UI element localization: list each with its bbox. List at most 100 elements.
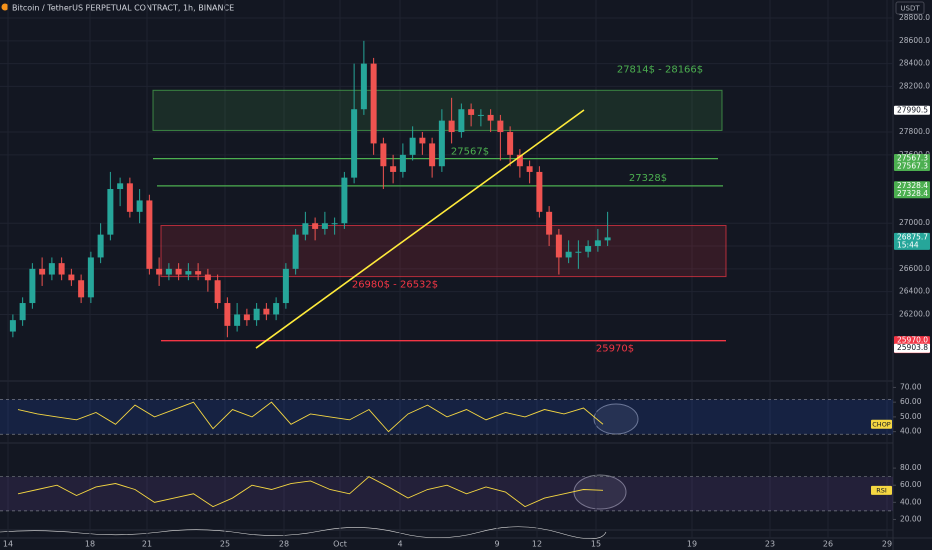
candle-body	[526, 166, 533, 172]
candle-body	[390, 166, 397, 172]
y-tick-label: 60.00	[900, 480, 922, 489]
indicator-line	[17, 476, 604, 508]
price-tag-label: 25970.0	[897, 336, 928, 345]
highlight-ellipse	[593, 403, 639, 435]
candle-body	[555, 234, 562, 258]
y-tick-label: 20.00	[900, 514, 922, 523]
y-tick-label: 28400.0	[899, 59, 930, 68]
indicator-tag	[871, 419, 892, 429]
candle-body	[263, 308, 270, 315]
x-tick-label: 12	[532, 540, 542, 549]
price-tag	[894, 336, 930, 346]
candle-body	[409, 137, 416, 155]
candle-body	[146, 200, 153, 269]
price-tag	[894, 343, 930, 353]
bottom-indicator	[0, 526, 607, 540]
candle-body	[477, 114, 484, 116]
candle-body	[195, 271, 202, 275]
candle-body	[458, 109, 465, 133]
candle-body	[507, 132, 514, 155]
indicator-line	[17, 401, 604, 433]
price-tag	[894, 181, 930, 191]
candle-body	[185, 271, 192, 275]
candle-body	[273, 303, 280, 315]
y-tick-label: 50.00	[900, 412, 922, 421]
candle-body	[419, 137, 426, 144]
y-tick-label: 27800.0	[899, 127, 930, 136]
x-tick-label: 9	[494, 540, 499, 549]
candle-body	[594, 240, 601, 247]
candle-body	[321, 223, 328, 229]
price-tag-label: 27567.3	[897, 162, 928, 171]
candle-body	[107, 189, 114, 235]
candle-body	[253, 308, 260, 321]
indicator-band	[0, 476, 893, 511]
level-label: 27328$	[629, 173, 667, 184]
y-tick-label: 80.00	[900, 463, 922, 472]
candle-body	[429, 143, 436, 167]
candle-body	[117, 183, 124, 190]
x-tick-label: 29	[882, 540, 892, 549]
candle-body	[126, 183, 133, 212]
candle-body	[565, 251, 572, 258]
y-tick-label: 60.00	[900, 397, 922, 406]
y-tick-label: 28800.0	[899, 13, 930, 22]
candle-body	[292, 234, 299, 269]
x-tick-label: 21	[142, 540, 152, 549]
x-tick-label: 15	[591, 540, 601, 549]
y-tick-label: 40.00	[900, 497, 922, 506]
zone-label: 27814$ - 28166$	[617, 64, 703, 75]
candle-body	[68, 274, 75, 281]
y-tick-label: 40.00	[900, 427, 922, 436]
trendline	[255, 109, 585, 349]
candle-body	[370, 63, 377, 144]
coin-icon	[1, 3, 9, 11]
candle-body	[243, 314, 250, 321]
y-tick-label: 28600.0	[899, 36, 930, 45]
price-tag-label: 27328.4	[897, 181, 928, 190]
price-tag-label: 27328.4	[897, 189, 928, 198]
candle-body	[497, 120, 504, 133]
level-label: 27567$	[451, 147, 489, 158]
candle-body	[87, 257, 94, 298]
candle-body	[575, 251, 582, 253]
indicator-tag	[871, 485, 892, 495]
candle-body	[536, 171, 543, 212]
candle-body	[282, 268, 289, 304]
price-tag	[894, 232, 930, 250]
candle-body	[136, 200, 143, 212]
x-tick-label: 4	[397, 540, 402, 549]
indicator-name: CHOP	[872, 420, 891, 428]
price-tag-label: 27567.3	[897, 154, 928, 163]
x-tick-label: Oct	[333, 540, 347, 549]
candle-body	[302, 223, 309, 235]
price-tag	[894, 189, 930, 199]
candle-body	[546, 211, 553, 235]
y-tick-label: 27000.0	[899, 218, 930, 227]
y-tick-label: 70.00	[900, 382, 922, 391]
y-tick-label: 26200.0	[899, 309, 930, 318]
candle-body	[29, 268, 36, 304]
candle-body	[39, 268, 46, 275]
candle-body	[399, 154, 406, 172]
y-tick-label: 28200.0	[899, 81, 930, 90]
candle-body	[585, 246, 592, 252]
candle-body	[351, 109, 358, 178]
candle-body	[97, 234, 104, 258]
candle-body	[48, 263, 55, 275]
level-label: 25970$	[596, 344, 634, 355]
x-tick-label: 28	[279, 540, 289, 549]
candle-body	[468, 109, 475, 115]
x-tick-label: 19	[687, 540, 697, 549]
candle-body	[78, 280, 85, 298]
candle-body	[224, 303, 231, 326]
currency[interactable]: USDT	[900, 5, 920, 13]
candle-body	[331, 223, 338, 225]
y-tick-label: 26400.0	[899, 287, 930, 296]
currency-box[interactable]	[895, 1, 925, 15]
x-tick-label: 26	[823, 540, 833, 549]
candle-body	[165, 268, 172, 275]
candle-body	[516, 154, 523, 167]
